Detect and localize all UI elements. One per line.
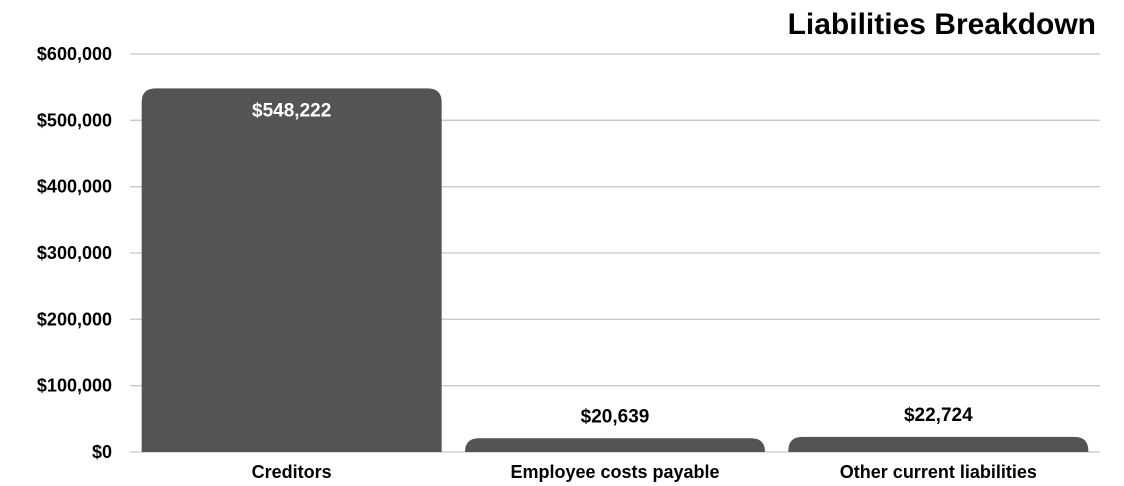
x-category-label: Creditors <box>252 462 332 482</box>
data-label: $548,222 <box>252 100 331 121</box>
bar <box>141 88 442 453</box>
bar <box>465 438 765 452</box>
y-tick-label: $600,000 <box>37 44 112 64</box>
data-label: $22,724 <box>904 405 973 426</box>
y-tick-label: $500,000 <box>37 110 112 130</box>
y-tick-label: $0 <box>92 442 112 462</box>
x-category-label: Employee costs payable <box>510 462 719 482</box>
y-tick-label: $400,000 <box>37 177 112 197</box>
data-labels: $548,222 $20,639 $22,724 <box>252 100 973 427</box>
data-label: $20,639 <box>581 406 650 427</box>
y-tick-label: $100,000 <box>37 376 112 396</box>
bar <box>788 436 1089 452</box>
y-tick-label: $300,000 <box>37 243 112 263</box>
x-axis-category-labels: Creditors Employee costs payable Other cur… <box>252 462 1037 482</box>
x-category-label: Other current liabilities <box>840 462 1037 482</box>
y-tick-label: $200,000 <box>37 309 112 329</box>
chart-title: Liabilities Breakdown <box>787 8 1096 41</box>
y-axis-tick-labels: $0 $100,000 $200,000 $300,000 $400,000 $500,0… <box>37 44 112 462</box>
bars <box>141 88 1089 453</box>
